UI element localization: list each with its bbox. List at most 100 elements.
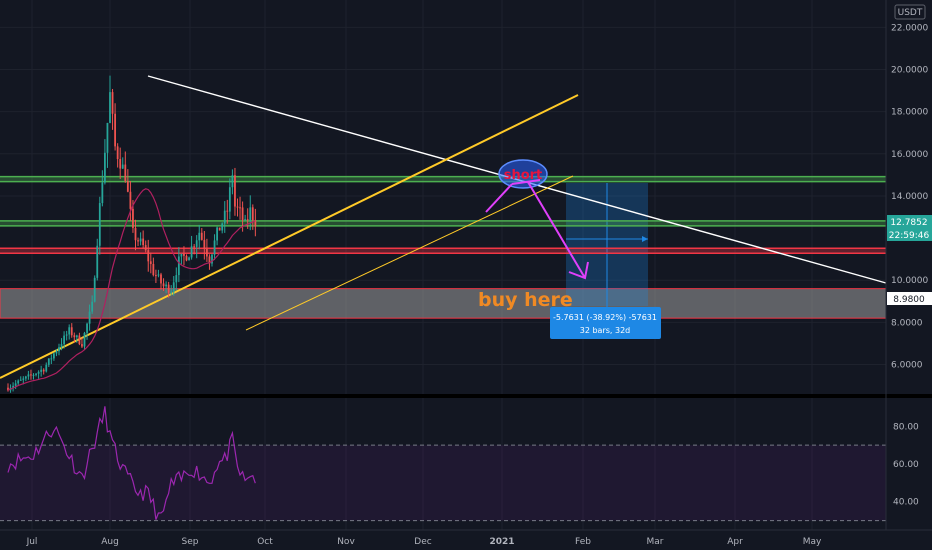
candle-body — [98, 203, 101, 246]
countdown-tag — [887, 228, 932, 241]
candle-body — [81, 344, 83, 347]
candle-body — [234, 175, 236, 207]
candle-body — [27, 374, 30, 377]
candle-body — [70, 327, 73, 336]
candle-body — [12, 385, 14, 388]
candle-body — [88, 311, 91, 324]
candle-body — [83, 332, 86, 347]
candle-body — [172, 282, 175, 292]
time-tick-label: Apr — [727, 537, 743, 547]
pane-separator — [0, 394, 932, 398]
price-axis[interactable]: 22.0000 20.0000 18.0000 16.0000 14.0000 10.00… — [891, 23, 928, 370]
candle-body — [162, 283, 165, 287]
candle-body — [75, 335, 78, 338]
candle-body — [241, 207, 244, 220]
price-tick-label: 10.0000 — [891, 276, 928, 286]
candle-body — [134, 228, 137, 241]
time-tick-label: 2021 — [489, 537, 514, 547]
rsi-axis[interactable]: 80.00 60.00 40.00 — [893, 422, 919, 507]
candle-body — [157, 274, 160, 276]
time-tick-label: Sep — [182, 537, 199, 547]
candle-body — [180, 253, 183, 257]
candle-body — [251, 207, 254, 220]
candle-body — [93, 277, 96, 302]
candle-body — [198, 232, 201, 241]
moving-average-line — [7, 188, 256, 391]
short-arrow-right — [511, 179, 541, 185]
candle-body — [170, 291, 173, 293]
time-axis[interactable]: Jul Aug Sep Oct Nov Dec 2021 Feb Mar Apr May — [26, 537, 822, 547]
candle-body — [58, 347, 60, 352]
key-level-band — [0, 176, 886, 182]
candle-body — [200, 232, 203, 240]
candle-body — [177, 256, 180, 276]
rsi-tick-label: 80.00 — [893, 422, 919, 432]
candle-body — [188, 257, 190, 261]
candle-body — [211, 254, 213, 264]
rsi-band — [0, 445, 886, 521]
candle-body — [126, 181, 129, 192]
candle-body — [24, 376, 27, 379]
buy-zone-box — [0, 288, 887, 319]
candle-body — [208, 256, 211, 264]
key-levels — [0, 175, 886, 254]
measure-label-line2: 32 bars, 32d — [580, 326, 631, 335]
currency-box[interactable] — [894, 4, 926, 20]
candle-body — [137, 240, 139, 242]
candle-body — [226, 210, 229, 212]
candle-body — [109, 92, 111, 123]
candle-body — [53, 353, 55, 359]
candle-body — [63, 335, 65, 345]
measure-label-line1: -5.7631 (-38.92%) -57631 — [553, 313, 657, 322]
price-tick-label: 16.0000 — [891, 150, 928, 160]
candle-body — [175, 275, 178, 283]
candle-body — [68, 327, 71, 335]
time-tick-label: Oct — [257, 537, 273, 547]
candle-body — [45, 364, 48, 372]
price-tick-label: 20.0000 — [891, 66, 928, 76]
candle-body — [35, 373, 37, 375]
rsi-tick-label: 40.00 — [893, 498, 919, 508]
candle-body — [47, 358, 50, 365]
candle-body — [231, 175, 234, 188]
candle-body — [60, 344, 63, 348]
candle-body — [249, 207, 252, 221]
candle-body — [213, 240, 216, 255]
candle-body — [111, 92, 114, 114]
last-price-text: 12.7852 — [890, 218, 927, 228]
candle-body — [144, 245, 147, 251]
candle-body — [40, 369, 43, 372]
candle-body — [19, 379, 22, 381]
candle-body — [239, 207, 241, 209]
candle-body — [55, 351, 58, 354]
measure-guide-arrow — [642, 236, 648, 242]
candle-body — [37, 371, 40, 374]
price-tick-label: 14.0000 — [891, 192, 928, 202]
time-tick-label: Feb — [575, 537, 591, 547]
candle-body — [78, 335, 81, 345]
candle-body — [183, 253, 185, 256]
candle-body — [73, 335, 76, 338]
time-tick-label: Jul — [26, 537, 38, 547]
candle-body — [223, 210, 226, 224]
candle-body — [7, 387, 9, 391]
candle-body — [149, 261, 152, 264]
candle-body — [65, 334, 68, 336]
candle-body — [96, 245, 99, 278]
candle-body — [228, 187, 231, 212]
candle-body — [119, 158, 122, 169]
price-tick-label: 8.0000 — [891, 318, 923, 328]
key-level-band — [0, 248, 886, 254]
time-tick-label: Aug — [101, 537, 119, 547]
candle-body — [116, 146, 119, 159]
time-tick-label: Nov — [337, 537, 355, 547]
candle-body — [124, 164, 127, 182]
price-tick-label: 18.0000 — [891, 108, 928, 118]
candle-body — [114, 113, 116, 147]
candle-body — [193, 246, 196, 248]
down-arrow-head — [568, 261, 589, 280]
candle-body — [14, 383, 17, 386]
candle-body — [147, 250, 150, 262]
